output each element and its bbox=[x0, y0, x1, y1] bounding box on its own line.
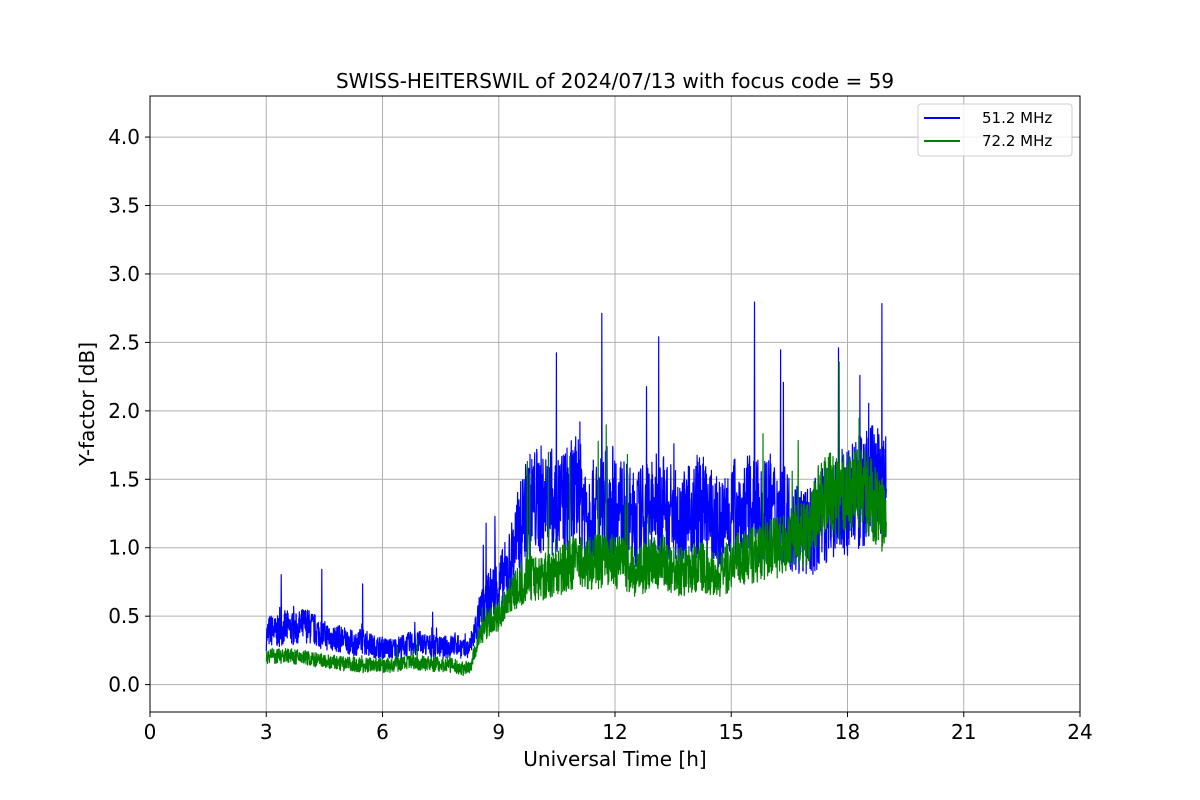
y-axis-label: Y-factor [dB] bbox=[75, 342, 99, 467]
x-tick-label: 18 bbox=[835, 720, 860, 744]
plot-data bbox=[265, 301, 887, 677]
x-tick-label: 6 bbox=[376, 720, 389, 744]
x-axis-ticks: 0 3 6 9 12 15 18 21 24 bbox=[144, 712, 1093, 744]
legend-label-72-mhz: 72.2 MHz bbox=[982, 132, 1052, 150]
series-line-72-2-mhz bbox=[265, 361, 887, 677]
x-tick-label: 24 bbox=[1067, 720, 1092, 744]
legend-label-51-mhz: 51.2 MHz bbox=[982, 109, 1052, 127]
y-tick-label: 3.0 bbox=[108, 262, 140, 286]
chart-title: SWISS-HEITERSWIL of 2024/07/13 with focu… bbox=[336, 69, 894, 93]
x-tick-label: 0 bbox=[144, 720, 157, 744]
y-tick-label: 1.0 bbox=[108, 536, 140, 560]
y-tick-label: 2.5 bbox=[108, 330, 140, 354]
y-tick-label: 1.5 bbox=[108, 467, 140, 491]
x-tick-label: 3 bbox=[260, 720, 273, 744]
y-axis-ticks: 0.0 0.5 1.0 1.5 2.0 2.5 3.0 3.5 4.0 bbox=[108, 125, 150, 697]
y-tick-label: 0.0 bbox=[108, 673, 140, 697]
x-axis-label: Universal Time [h] bbox=[523, 747, 706, 771]
x-tick-label: 12 bbox=[602, 720, 627, 744]
x-tick-label: 9 bbox=[492, 720, 505, 744]
y-tick-label: 3.5 bbox=[108, 194, 140, 218]
legend: 51.2 MHz 72.2 MHz bbox=[917, 103, 1073, 157]
y-tick-label: 2.0 bbox=[108, 399, 140, 423]
y-tick-label: 0.5 bbox=[108, 604, 140, 628]
x-tick-label: 21 bbox=[951, 720, 976, 744]
x-tick-label: 15 bbox=[719, 720, 744, 744]
y-tick-label: 4.0 bbox=[108, 125, 140, 149]
